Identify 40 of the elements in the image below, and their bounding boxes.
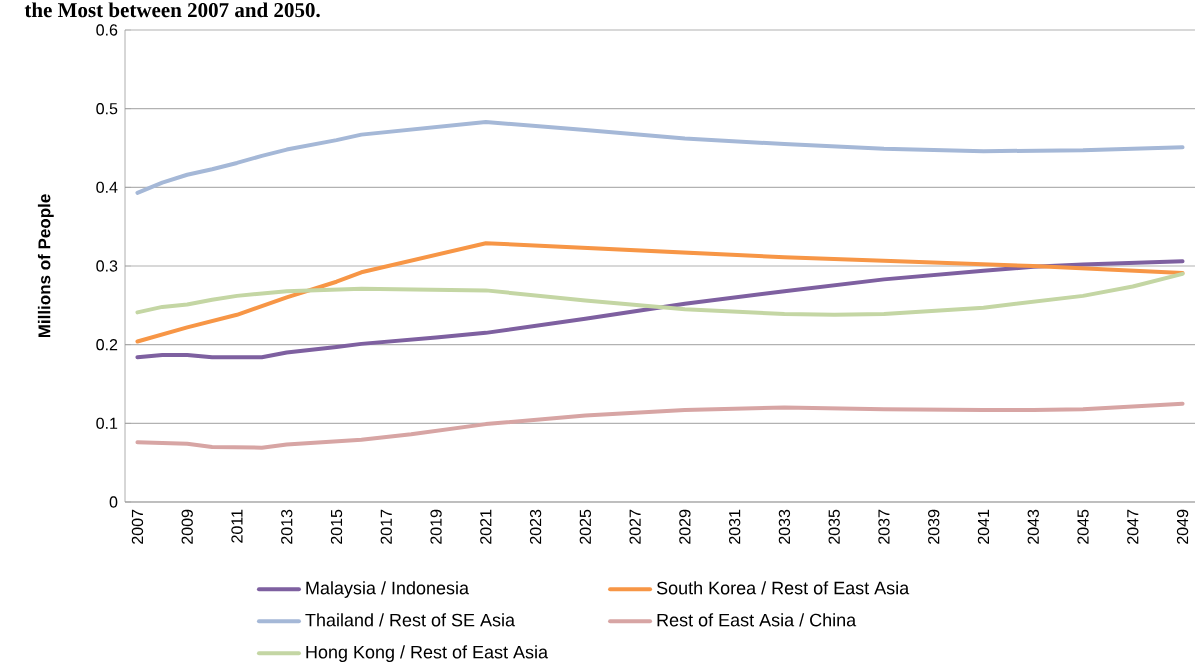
- x-tick-label: 2009: [181, 509, 193, 544]
- chart-title: the Most between 2007 and 2050.: [24, 2, 320, 18]
- legend-label: Hong Kong / Rest of East Asia: [306, 645, 549, 662]
- y-tick-label: 0.3: [96, 260, 118, 272]
- legend-label: Rest of East Asia / China: [657, 613, 857, 627]
- x-tick-label: 2011: [231, 509, 243, 543]
- x-tick-label: 2045: [1077, 509, 1089, 544]
- x-tick-label: 2041: [977, 509, 990, 544]
- legend-label: South Korea / Rest of East Asia: [656, 581, 910, 595]
- y-tick-label: 0: [109, 496, 118, 508]
- x-tick-label: 2015: [330, 509, 343, 544]
- x-tick-label: 2021: [480, 509, 492, 544]
- y-tick-label: 0.5: [96, 102, 118, 115]
- x-tick-label: 2029: [679, 509, 691, 544]
- line-series: [135, 271, 1185, 317]
- line-series: [135, 119, 1185, 195]
- x-tick-label: 2027: [629, 509, 641, 544]
- x-tick-label: 2047: [1127, 509, 1139, 544]
- legend-label: Thailand / Rest of SE Asia: [305, 613, 516, 627]
- legend-label: Malaysia / Indonesia: [306, 581, 470, 598]
- x-tick-label: 2039: [928, 509, 940, 544]
- x-tick-label: 2043: [1027, 509, 1039, 544]
- x-tick-label: 2025: [579, 509, 592, 544]
- x-tick-label: 2035: [828, 509, 840, 544]
- x-tick-label: 2033: [778, 509, 791, 544]
- x-tick-label: 2017: [380, 509, 392, 544]
- y-tick-label: 0.1: [96, 417, 118, 429]
- y-axis-title: Millions of People: [37, 194, 54, 337]
- y-tick-label: 0.2: [96, 338, 118, 351]
- x-tick-label: 2007: [131, 509, 144, 544]
- x-tick-label: 2031: [728, 509, 741, 544]
- x-tick-label: 2037: [878, 509, 890, 544]
- line-series: [135, 401, 1185, 450]
- x-tick-label: 2019: [430, 509, 442, 544]
- line-series: [135, 241, 1185, 344]
- x-tick-label: 2023: [529, 509, 542, 544]
- y-tick-label: 0.4: [96, 181, 118, 193]
- x-tick-label: 2049: [1176, 509, 1189, 544]
- x-tick-label: 2013: [281, 509, 293, 544]
- y-tick-label: 0.6: [96, 24, 118, 36]
